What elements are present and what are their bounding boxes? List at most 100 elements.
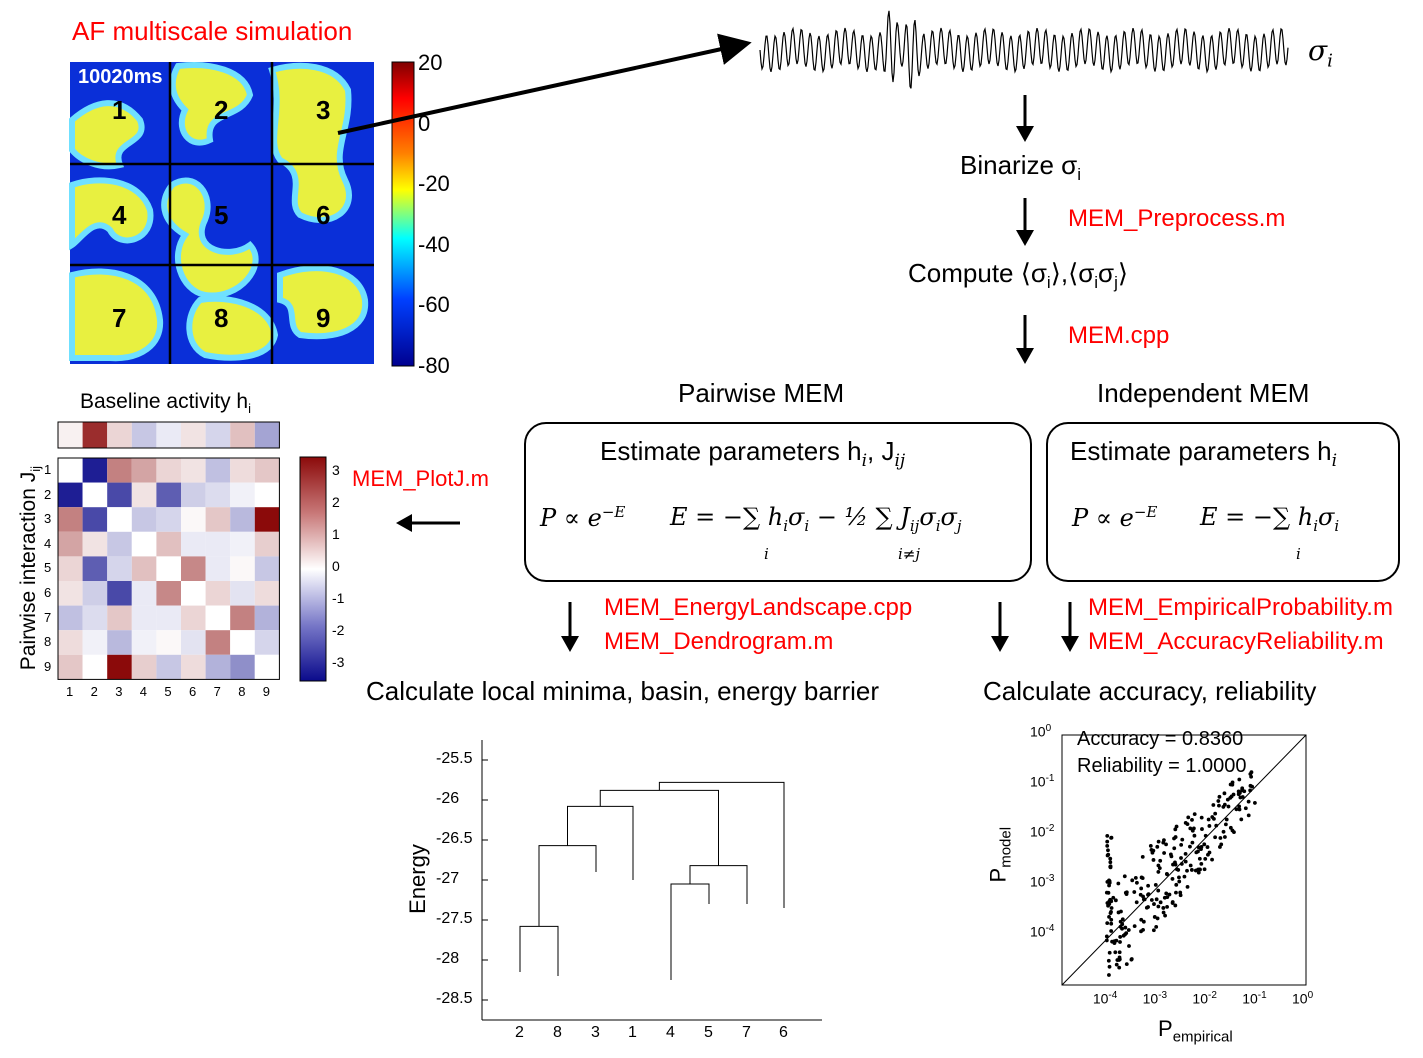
scatter-point [1104, 890, 1109, 895]
scatter-point [1196, 849, 1200, 854]
scatter-point [1118, 940, 1122, 944]
scatter-point [1213, 811, 1218, 816]
scatter-point [1108, 860, 1113, 865]
scatter-point [1207, 850, 1212, 855]
dendrogram-leaf-8: 8 [553, 1024, 562, 1041]
scatter-point [1126, 928, 1131, 932]
scatter-point [1156, 888, 1161, 893]
j-cell [107, 531, 132, 557]
pairwise-heading: Pairwise MEM [678, 378, 845, 408]
j-cell [131, 654, 157, 680]
scatter-point [1240, 786, 1245, 791]
scatter-point [1246, 799, 1251, 804]
scatter-point [1240, 795, 1245, 799]
baseline-activity-row [57, 421, 280, 449]
scatter-point [1149, 898, 1154, 902]
heatmap-row-tick: 4 [44, 535, 52, 551]
scatter-point [1185, 868, 1189, 873]
scatter-point [1109, 921, 1114, 926]
j-cell [205, 556, 231, 581]
scatter-point [1170, 900, 1175, 904]
scatter-point [1177, 879, 1182, 884]
j-cell [82, 482, 108, 508]
j-cell [205, 482, 231, 508]
independent-sum-sub: i [1296, 545, 1301, 563]
j-cell [156, 482, 181, 508]
scatter-point [1109, 906, 1114, 910]
j-cell [131, 458, 157, 483]
j-colorbar-tick: 1 [332, 526, 340, 542]
region-label-2: 2 [214, 95, 229, 125]
heatmap-row-tick: 2 [44, 486, 52, 502]
scatter-point [1182, 874, 1187, 879]
region-label-1: 1 [112, 95, 127, 125]
scatter-point [1183, 820, 1188, 825]
scatter-point [1129, 957, 1134, 961]
j-cell [230, 482, 255, 508]
scatter-point [1221, 829, 1226, 834]
scatter-point [1152, 902, 1156, 906]
scatter-point [1196, 870, 1201, 875]
sim-colorbar-tick: -60 [418, 292, 450, 317]
region-label-4: 4 [112, 200, 127, 230]
j-cell [107, 581, 132, 606]
scatter-point [1161, 910, 1166, 915]
scatter-point [1175, 867, 1179, 872]
j-cell [181, 458, 206, 483]
dendrogram-ytick: -25.5 [436, 750, 473, 767]
scatter-point [1141, 897, 1146, 902]
j-cell [131, 482, 157, 508]
h-cell [254, 422, 280, 448]
scatter-point [1173, 827, 1178, 832]
reliability-annotation: Reliability = 1.0000 [1077, 755, 1247, 777]
pairwise-probability: P ∝ e−E [540, 503, 626, 532]
j-cell [230, 531, 255, 557]
h-cell [181, 422, 206, 448]
j-cell [58, 605, 83, 631]
scatter-point [1202, 867, 1207, 872]
h-cell [205, 422, 231, 448]
j-colorbar-tick: 0 [332, 558, 340, 574]
scatter-point [1122, 874, 1127, 879]
scatter-point [1173, 835, 1178, 839]
scatter-point [1162, 895, 1167, 900]
j-cell [156, 581, 181, 606]
scatter-point [1106, 903, 1110, 908]
scatter-point [1105, 880, 1110, 884]
j-cell [58, 581, 83, 606]
scatter-point [1207, 824, 1212, 828]
scatter-point [1214, 823, 1219, 828]
accuracy-reliability-script: MEM_AccuracyReliability.m [1088, 628, 1384, 655]
j-cell [181, 630, 206, 655]
scatter-point [1224, 817, 1229, 822]
h-cell [58, 422, 83, 448]
compute-step: Compute ⟨σi⟩,⟨σiσj⟩ [908, 258, 1129, 293]
j-cell [58, 482, 83, 508]
dendrogram-ytick: -28.5 [436, 990, 473, 1007]
scatter-xtick: 10-4 [1092, 990, 1118, 1007]
preprocess-script: MEM_Preprocess.m [1068, 205, 1286, 232]
h-cell [107, 422, 132, 448]
scatter-point [1172, 846, 1177, 851]
scatter-point [1151, 928, 1156, 933]
sim-colorbar [391, 61, 415, 367]
scatter-xtick: 10-3 [1142, 990, 1168, 1007]
scatter-point [1178, 890, 1183, 895]
h-cell [230, 422, 255, 448]
region-label-3: 3 [316, 95, 331, 125]
dendrogram-ylabel: Energy [405, 844, 430, 914]
scatter-point [1107, 950, 1112, 955]
mem-script: MEM.cpp [1068, 322, 1170, 349]
j-cell [181, 605, 206, 631]
j-colorbar-tick: 2 [332, 494, 340, 510]
scatter-point [1141, 927, 1145, 932]
scatter-point [1230, 782, 1235, 787]
scatter-ytick: 10-3 [1030, 873, 1055, 890]
scatter-point [1107, 964, 1112, 969]
heatmap-row-tick: 5 [44, 560, 52, 576]
scatter-point [1249, 774, 1254, 779]
scatter-point [1105, 921, 1110, 926]
scatter-point [1148, 843, 1153, 848]
dendrogram-ytick: -26.5 [436, 830, 473, 847]
sim-colorbar-tick: 0 [418, 110, 431, 136]
